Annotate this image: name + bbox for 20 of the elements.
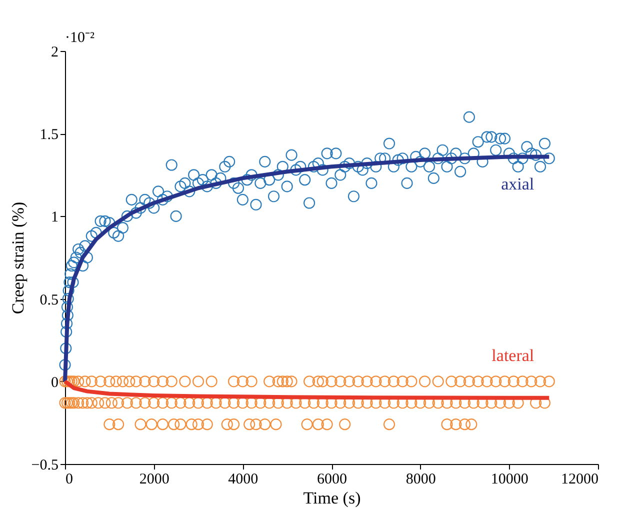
series-label: axial [501,174,534,194]
line-series [63,154,552,384]
y-tick-label: 2 [51,44,58,60]
x-tick-label: 6000 [317,472,347,488]
y-tick-label: 0 [51,374,58,391]
y-tick-label: 1.5 [40,127,58,144]
x-tick-label: 0 [66,472,73,488]
x-tick-label: 4000 [228,472,258,488]
y-tick-label: −0.5 [31,458,58,474]
y-axis-title: Creep strain (%) [8,202,28,314]
x-tick-label: 12000 [561,472,598,488]
x-tick-label: 10000 [490,472,528,488]
text: ·10⁻² [65,30,95,46]
x-axis-title: Time (s) [303,488,361,508]
line-series [63,379,552,400]
series-label: lateral [492,346,534,365]
x-tick-label: 8000 [406,472,436,488]
y-tick-label: 1 [51,210,58,226]
x-tick-label: 2000 [139,472,170,488]
y-tick-label: 0.5 [40,292,58,308]
